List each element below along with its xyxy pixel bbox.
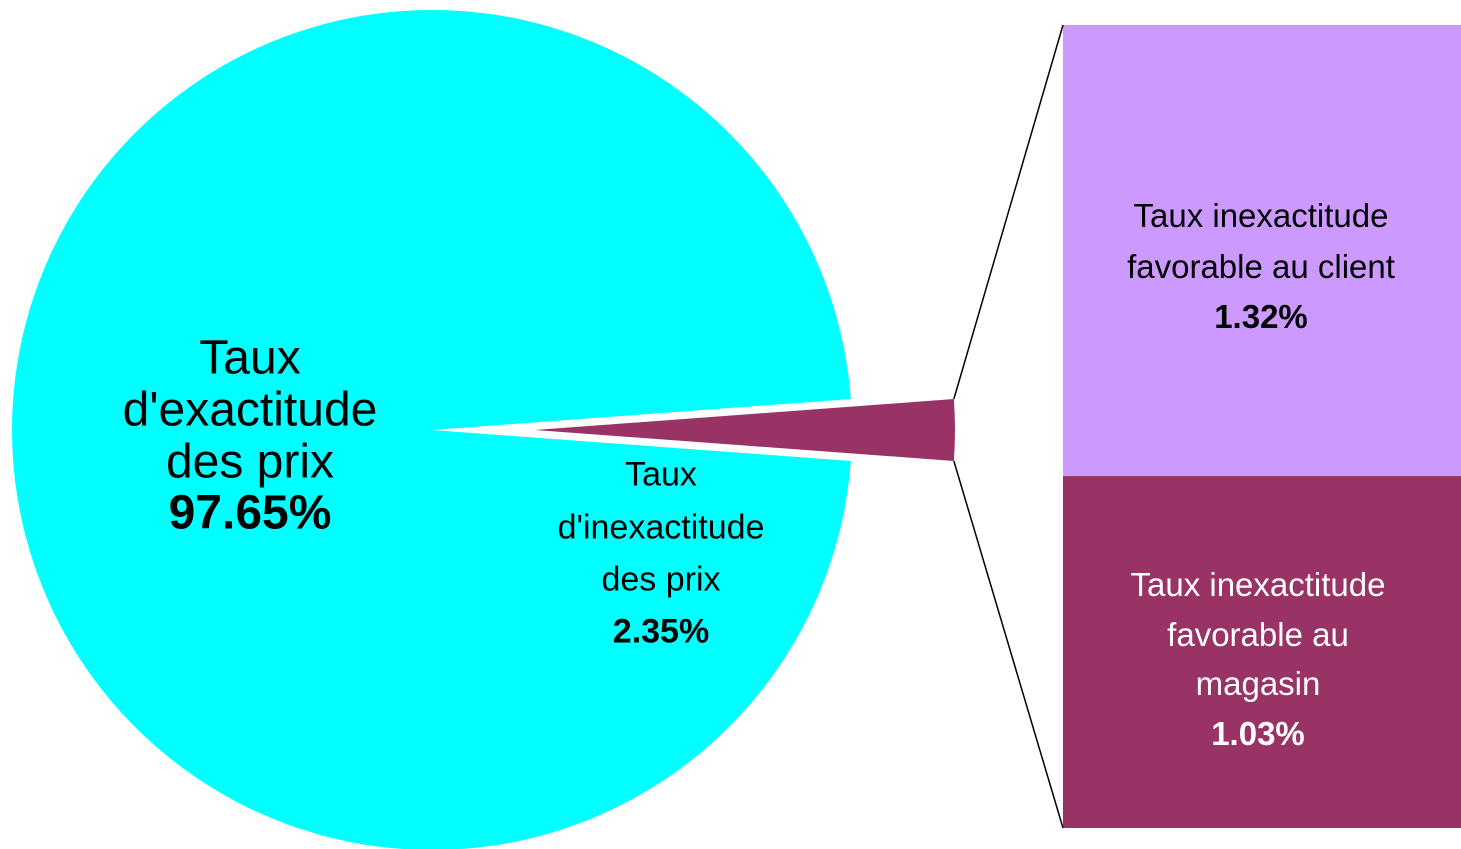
value-label: 1.32% xyxy=(1214,298,1308,336)
value-label: 97.65% xyxy=(168,486,332,540)
pie-slice xyxy=(12,10,851,849)
connector xyxy=(953,460,1064,829)
bar-segment xyxy=(1063,476,1461,828)
label: Taux d'exactitude des prix xyxy=(122,331,378,488)
value-label: 1.03% xyxy=(1211,714,1305,752)
bar-segment xyxy=(1063,25,1461,477)
label: Taux inexactitude favorable au magasin xyxy=(1130,566,1386,702)
bar-label-0: Taux inexactitude favorable au client 1.… xyxy=(1096,190,1426,342)
pie-label-0: Taux d'exactitude des prix 97.65% xyxy=(90,332,410,539)
label: Taux inexactitude favorable au client xyxy=(1127,197,1395,286)
pie-label-1: Taux d'inexactitude des prix 2.35% xyxy=(530,448,792,657)
value-label: 2.35% xyxy=(612,612,710,651)
bar-label-1: Taux inexactitude favorable au magasin 1… xyxy=(1103,560,1413,758)
connector xyxy=(953,24,1064,400)
label: Taux d'inexactitude des prix xyxy=(557,455,765,599)
pie-slice xyxy=(535,399,955,461)
